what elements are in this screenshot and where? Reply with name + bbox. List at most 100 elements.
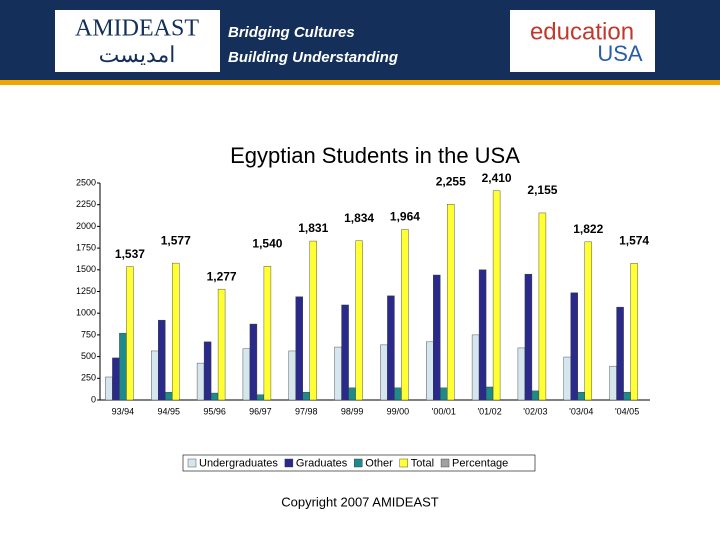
bar	[577, 391, 585, 401]
tagline: Building Understanding	[228, 49, 398, 66]
y-tick-label: 1750	[76, 242, 96, 252]
legend-label: Graduates	[296, 457, 348, 469]
bar	[380, 344, 388, 401]
legend-swatch	[399, 458, 408, 468]
data-label: 1,574	[619, 234, 649, 248]
tagline: Bridging Cultures	[228, 24, 355, 41]
data-label: 1,831	[298, 221, 328, 235]
y-tick-label: 1000	[76, 308, 96, 318]
bar	[172, 262, 180, 401]
y-tick-label: 0	[91, 394, 96, 404]
logo-box	[55, 10, 220, 72]
bar	[295, 296, 303, 401]
bar	[584, 241, 592, 401]
legend-label: Undergraduates	[199, 457, 278, 469]
partner-name: USA	[597, 41, 643, 66]
bar	[616, 306, 624, 401]
bar	[151, 350, 159, 401]
data-label: 1,834	[344, 211, 374, 225]
data-label: 1,537	[115, 247, 145, 261]
y-tick-label: 500	[81, 351, 96, 361]
bar	[309, 240, 317, 401]
y-tick-label: 1500	[76, 264, 96, 274]
bar	[394, 387, 402, 401]
data-label: 2,410	[482, 171, 512, 185]
y-tick-label: 250	[81, 373, 96, 383]
bar	[203, 341, 212, 401]
bar	[401, 229, 409, 401]
bar	[433, 274, 441, 401]
data-label: 1,577	[161, 233, 191, 247]
legend-label: Percentage	[452, 457, 508, 469]
partner-name: education	[530, 18, 634, 45]
x-tick-label: 98/99	[341, 406, 364, 416]
org-arabic: امديست	[99, 42, 176, 67]
x-tick-label: 94/95	[157, 406, 180, 416]
bar	[217, 288, 226, 401]
data-label: 2,155	[527, 183, 557, 197]
legend-swatch	[440, 458, 450, 468]
org-name: AMIDEAST	[75, 16, 199, 42]
x-tick-label: 97/98	[295, 406, 318, 416]
bar	[563, 356, 571, 401]
bar	[492, 190, 501, 401]
data-label: 1,277	[207, 269, 237, 283]
bar	[210, 392, 219, 401]
bar	[538, 212, 547, 401]
bar	[471, 334, 480, 401]
x-tick-label: 93/94	[112, 406, 135, 416]
bar	[440, 387, 448, 401]
y-tick-label: 2250	[76, 199, 96, 209]
bar	[426, 341, 434, 401]
bar	[630, 263, 638, 401]
bar	[112, 357, 120, 401]
bar	[531, 390, 540, 401]
y-tick-label: 2500	[76, 177, 96, 187]
bar	[485, 386, 494, 401]
bar	[478, 269, 487, 401]
x-tick-label: 99/00	[387, 406, 410, 416]
x-tick-label: '02/03	[523, 406, 547, 416]
x-tick-label: '01/02	[477, 406, 501, 416]
bar	[524, 273, 533, 401]
bar	[242, 348, 251, 401]
bar	[570, 292, 578, 401]
x-tick-label: '00/01	[432, 406, 456, 416]
data-label: 1,822	[573, 222, 603, 236]
bar	[302, 391, 310, 401]
bar	[119, 332, 127, 401]
y-tick-label: 1250	[76, 286, 96, 296]
bar	[387, 295, 395, 401]
bar	[623, 391, 631, 401]
data-label: 1,964	[390, 210, 420, 224]
bar	[517, 347, 526, 401]
bar	[341, 304, 349, 401]
bar	[249, 323, 258, 401]
bar	[196, 362, 205, 401]
legend-swatch	[354, 458, 363, 468]
x-tick-label: 95/96	[203, 406, 226, 416]
bar	[355, 240, 363, 401]
legend-swatch	[284, 458, 294, 468]
x-tick-label: 96/97	[249, 406, 272, 416]
bar	[263, 266, 272, 401]
footer: Copyright 2007 AMIDEAST	[281, 494, 439, 509]
chart-title: Egyptian Students in the USA	[230, 143, 520, 168]
partner-box	[510, 10, 655, 72]
bar	[609, 365, 617, 401]
bar	[105, 376, 113, 401]
y-tick-label: 750	[81, 329, 96, 339]
x-tick-label: '04/05	[615, 406, 639, 416]
bar	[288, 350, 296, 401]
data-label: 1,540	[252, 236, 282, 250]
y-tick-label: 2000	[76, 221, 96, 231]
bar	[126, 266, 134, 401]
bar	[165, 391, 173, 401]
legend-label: Total	[411, 457, 434, 469]
bar	[158, 319, 166, 401]
bar	[348, 387, 356, 401]
header-stripe	[0, 80, 720, 85]
bar	[447, 204, 455, 401]
